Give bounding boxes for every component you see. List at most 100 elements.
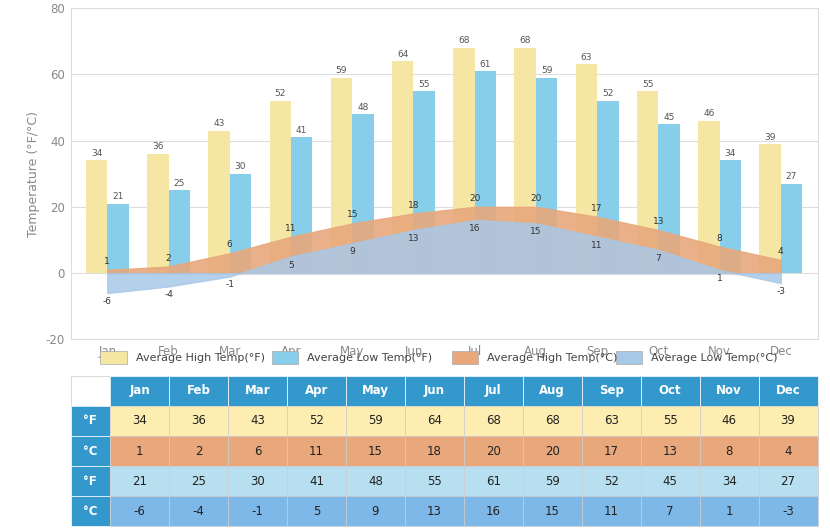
Text: 13: 13	[408, 234, 419, 243]
Text: 6: 6	[227, 240, 232, 249]
Text: 61: 61	[486, 475, 500, 488]
Text: 36: 36	[152, 142, 164, 151]
Text: 1: 1	[136, 444, 144, 458]
Text: 30: 30	[250, 475, 265, 488]
FancyBboxPatch shape	[71, 376, 110, 406]
FancyBboxPatch shape	[287, 376, 346, 406]
Text: 9: 9	[372, 505, 379, 518]
Text: 4: 4	[784, 444, 792, 458]
FancyBboxPatch shape	[110, 466, 169, 496]
Text: 59: 59	[541, 66, 552, 75]
Bar	[270, 101, 291, 273]
FancyBboxPatch shape	[759, 406, 818, 436]
FancyBboxPatch shape	[641, 466, 700, 496]
FancyBboxPatch shape	[700, 376, 759, 406]
Text: 39: 39	[781, 414, 795, 427]
Bar	[759, 144, 781, 273]
FancyBboxPatch shape	[346, 376, 405, 406]
FancyBboxPatch shape	[700, 496, 759, 526]
FancyBboxPatch shape	[405, 436, 464, 466]
Text: 59: 59	[544, 475, 559, 488]
Text: 6: 6	[254, 444, 261, 458]
Text: 1: 1	[105, 257, 110, 266]
Text: Aug: Aug	[540, 384, 565, 397]
FancyBboxPatch shape	[228, 406, 287, 436]
Bar	[720, 160, 741, 273]
FancyBboxPatch shape	[169, 376, 228, 406]
Text: Jan: Jan	[129, 384, 150, 397]
Text: 4: 4	[778, 247, 784, 256]
Text: 20: 20	[469, 194, 481, 203]
FancyBboxPatch shape	[110, 496, 169, 526]
Text: Dec: Dec	[776, 384, 800, 397]
Text: 52: 52	[309, 414, 324, 427]
FancyBboxPatch shape	[464, 406, 523, 436]
Text: 30: 30	[235, 162, 247, 171]
Text: 17: 17	[591, 204, 603, 213]
Text: Average Low Temp(°F): Average Low Temp(°F)	[307, 352, 432, 362]
Text: Mar: Mar	[245, 384, 271, 397]
Text: 64: 64	[427, 414, 442, 427]
Text: 13: 13	[662, 444, 677, 458]
Bar	[616, 351, 642, 364]
Text: °C: °C	[83, 505, 98, 518]
FancyBboxPatch shape	[346, 436, 405, 466]
FancyBboxPatch shape	[641, 436, 700, 466]
Text: 59: 59	[368, 414, 383, 427]
FancyBboxPatch shape	[641, 376, 700, 406]
Text: 8: 8	[725, 444, 733, 458]
Text: 59: 59	[336, 66, 347, 75]
FancyBboxPatch shape	[582, 466, 641, 496]
FancyBboxPatch shape	[641, 496, 700, 526]
Text: 1: 1	[717, 274, 722, 283]
Text: -4: -4	[193, 505, 204, 518]
FancyBboxPatch shape	[71, 436, 110, 466]
FancyBboxPatch shape	[169, 466, 228, 496]
Text: Feb: Feb	[187, 384, 211, 397]
Text: 55: 55	[663, 414, 677, 427]
FancyBboxPatch shape	[405, 466, 464, 496]
Text: 68: 68	[486, 414, 500, 427]
Text: 39: 39	[764, 133, 776, 142]
FancyBboxPatch shape	[523, 466, 582, 496]
FancyBboxPatch shape	[71, 406, 110, 436]
Text: 64: 64	[397, 50, 408, 59]
Bar	[698, 121, 720, 273]
Text: Average High Temp(°C): Average High Temp(°C)	[486, 352, 617, 362]
Bar	[168, 190, 190, 273]
Text: 15: 15	[530, 227, 542, 236]
FancyBboxPatch shape	[700, 436, 759, 466]
Text: 68: 68	[544, 414, 559, 427]
Bar	[272, 351, 299, 364]
FancyBboxPatch shape	[228, 376, 287, 406]
Text: 52: 52	[603, 475, 618, 488]
FancyBboxPatch shape	[346, 466, 405, 496]
Text: 15: 15	[368, 444, 383, 458]
Bar	[291, 137, 312, 273]
Text: 43: 43	[250, 414, 265, 427]
FancyBboxPatch shape	[641, 406, 700, 436]
Bar	[452, 351, 478, 364]
Text: 15: 15	[346, 211, 358, 220]
Text: Average High Temp(°F): Average High Temp(°F)	[135, 352, 265, 362]
Text: 18: 18	[427, 444, 442, 458]
FancyBboxPatch shape	[759, 376, 818, 406]
FancyBboxPatch shape	[346, 406, 405, 436]
FancyBboxPatch shape	[582, 496, 641, 526]
Text: 52: 52	[275, 89, 286, 98]
Bar	[85, 160, 107, 273]
Bar	[208, 131, 230, 273]
Bar	[331, 78, 352, 273]
FancyBboxPatch shape	[523, 496, 582, 526]
FancyBboxPatch shape	[287, 496, 346, 526]
Bar	[100, 351, 126, 364]
Text: 48: 48	[357, 103, 369, 112]
Text: 18: 18	[408, 200, 419, 209]
Text: 48: 48	[368, 475, 383, 488]
FancyBboxPatch shape	[464, 496, 523, 526]
FancyBboxPatch shape	[110, 376, 169, 406]
Text: 34: 34	[722, 475, 736, 488]
FancyBboxPatch shape	[464, 466, 523, 496]
Text: 11: 11	[309, 444, 324, 458]
Bar	[597, 101, 618, 273]
